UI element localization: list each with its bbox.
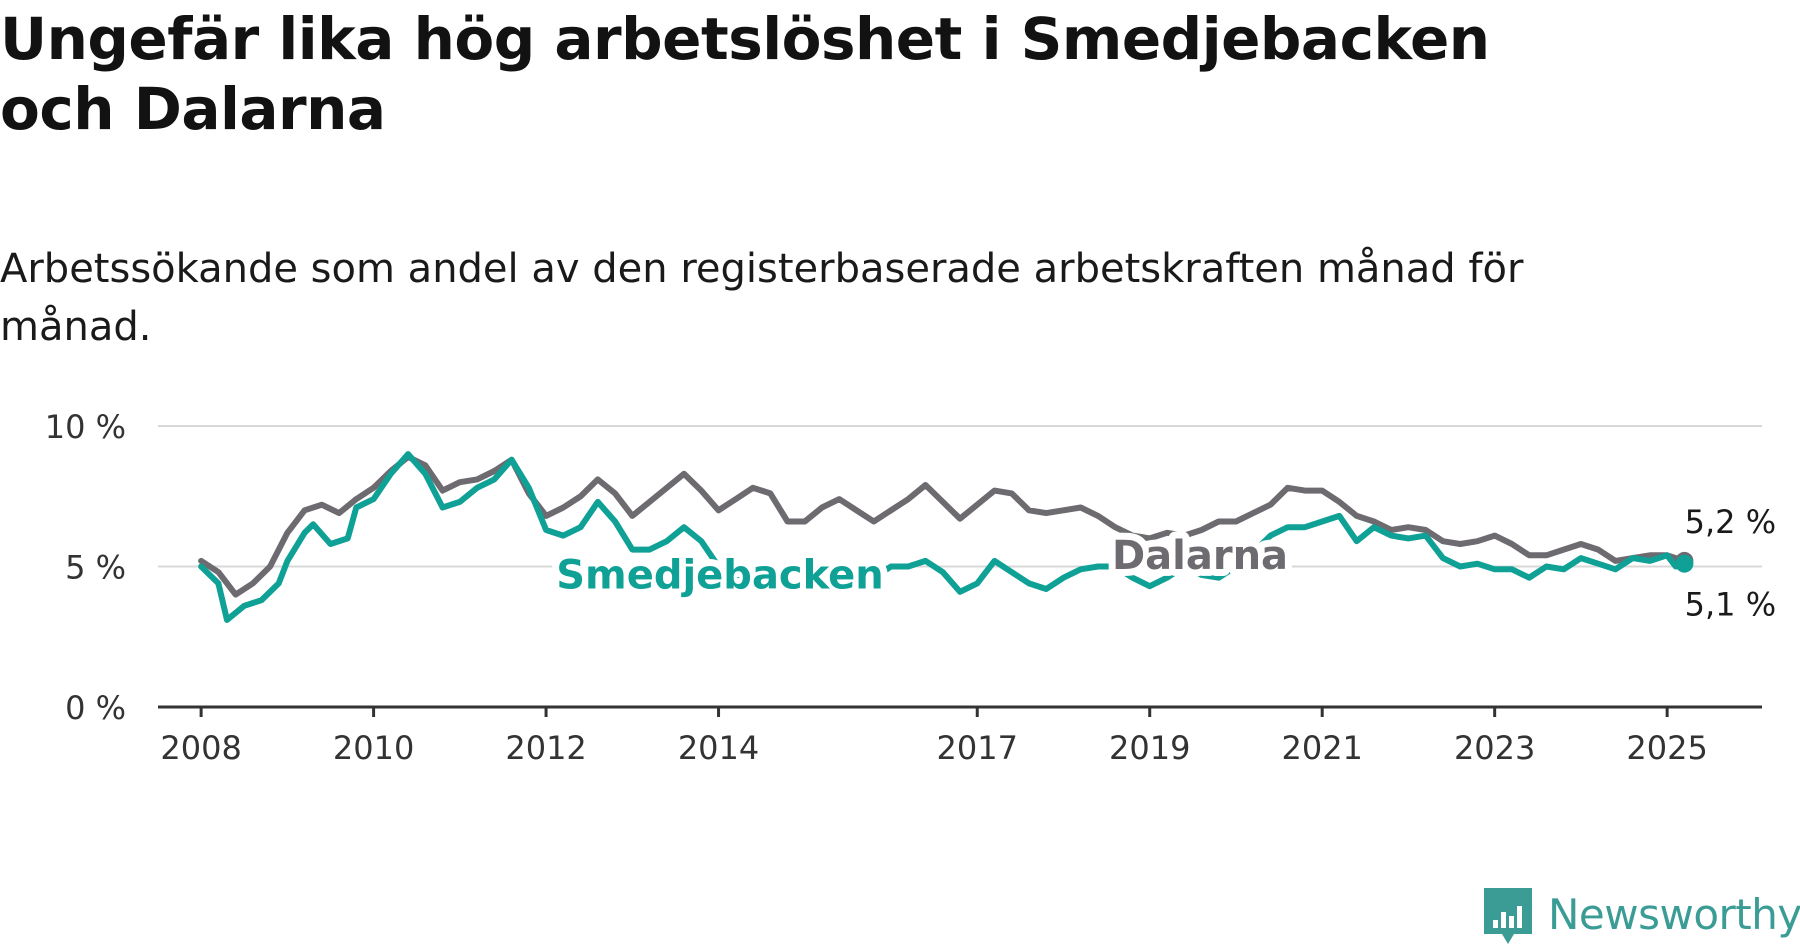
series-line-smedjebacken [198,451,1688,623]
y-tick-label: 10 % [45,408,126,446]
x-tick-label: 2010 [333,729,414,767]
series-label-smedjebacken: Smedjebacken [556,553,884,599]
end-value-label-dalarna: 5,2 % [1685,503,1776,541]
series-line-dalarna [198,453,1688,598]
x-tick-label: 2021 [1281,729,1362,767]
x-tick-label: 2023 [1454,729,1535,767]
chart-subtitle: Arbetssökande som andel av den registerb… [0,246,1524,350]
x-tick-label: 2008 [160,729,241,767]
bar-chart-icon [1484,888,1532,944]
x-tick-label: 2012 [505,729,586,767]
end-value-label-smedjebacken: 5,1 % [1685,586,1776,624]
y-tick-label: 0 % [65,689,126,727]
x-tick-label: 2014 [678,729,759,767]
x-tick-label: 2025 [1626,729,1707,767]
chart-title: Ungefär lika hög arbetslöshet i Smedjeba… [0,5,1490,143]
line-chart: 0 % 5 % 10 % 2008 2010 2012 2014 2017 2019 2021 20… [45,408,1780,767]
brand-name: Newsworthy [1548,890,1800,939]
x-tick-label: 2019 [1109,729,1190,767]
y-tick-label: 5 % [65,549,126,587]
x-tick-label: 2017 [937,729,1018,767]
series-label-dalarna: Dalarna [1112,533,1288,579]
newsworthy-logo: Newsworthy [1480,884,1800,948]
end-point-smedjebacken [1675,554,1694,573]
